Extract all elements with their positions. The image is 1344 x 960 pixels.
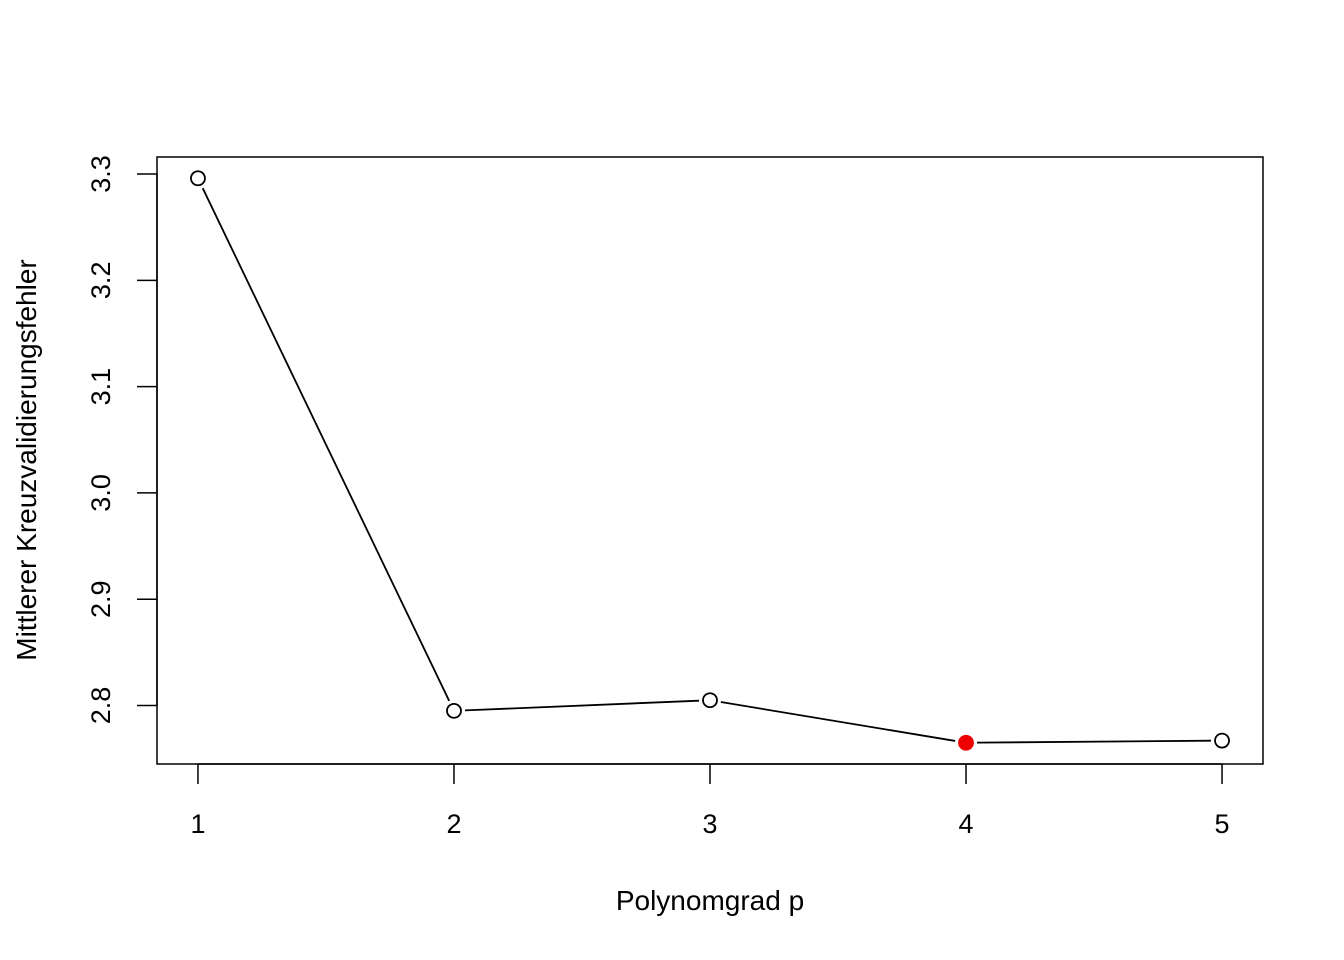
x-tick-label: 5 xyxy=(1215,809,1230,839)
series-segment xyxy=(977,739,1212,744)
x-tick-label: 2 xyxy=(446,809,461,839)
data-point xyxy=(190,170,206,187)
data-point xyxy=(702,692,718,709)
y-tick-label: 3.0 xyxy=(86,474,116,512)
plot-frame xyxy=(156,156,1264,765)
x-tick-label: 1 xyxy=(190,809,205,839)
series-segment xyxy=(201,187,451,702)
data-point xyxy=(446,702,462,719)
y-axis-title: Mittlerer Kreuzvalidierungsfehler xyxy=(11,259,42,661)
series-segment xyxy=(720,701,956,742)
series-segment xyxy=(464,699,700,712)
series-line xyxy=(201,187,1212,744)
y-tick-label: 3.3 xyxy=(86,155,116,193)
y-tick-label: 2.9 xyxy=(86,580,116,618)
x-axis: 1 2 3 4 5 xyxy=(190,763,1230,839)
data-points xyxy=(190,170,1230,751)
x-axis-title: Polynomgrad p xyxy=(616,885,804,916)
y-tick-label: 3.2 xyxy=(86,262,116,300)
x-tick-label: 3 xyxy=(702,809,717,839)
y-tick-label: 3.1 xyxy=(86,368,116,406)
y-tick-label: 2.8 xyxy=(86,687,116,725)
x-tick-label: 4 xyxy=(959,809,974,839)
data-point xyxy=(1214,732,1230,749)
data-point-highlighted xyxy=(958,734,974,751)
y-axis: 2.8 2.9 3.0 3.1 3.2 3.3 xyxy=(86,155,158,725)
